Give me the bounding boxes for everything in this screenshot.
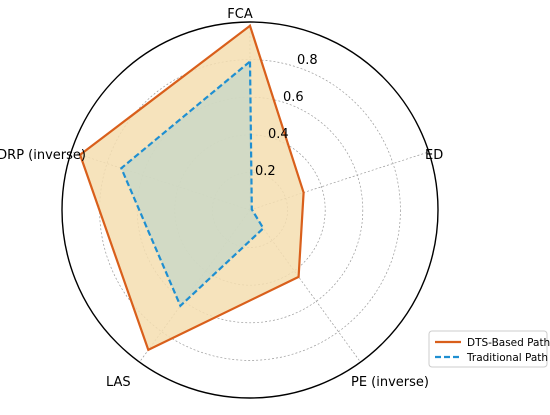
radial-tick-label-0.8: 0.8 (297, 53, 318, 68)
labels: FCA ED PE (inverse) LAS DRP (inverse) 0.… (0, 7, 443, 390)
radial-tick-label-0.4: 0.4 (268, 127, 289, 142)
axis-label-drp-inverse: DRP (inverse) (0, 148, 86, 163)
legend: DTS-Based Path Traditional Path (428, 330, 550, 368)
axis-label-ed: ED (425, 148, 443, 163)
axis-label-fca: FCA (227, 7, 253, 22)
series-layer (78, 23, 305, 352)
series-line-traditional-path (119, 59, 265, 308)
series-line-dts-based-path (78, 23, 305, 352)
axis-label-las: LAS (106, 375, 131, 390)
grid-spoke (249, 209, 361, 363)
legend-label-traditional-path: Traditional Path (466, 352, 548, 364)
grid-ring (136, 96, 364, 324)
radial-tick-label-0.6: 0.6 (283, 90, 304, 105)
series-area-traditional-path (121, 61, 264, 306)
radial-tick-label-0.2: 0.2 (255, 164, 276, 179)
outer-frame (61, 21, 439, 399)
axis-label-pe-inverse: PE (inverse) (351, 375, 429, 390)
legend-label-dts-based-path: DTS-Based Path (467, 337, 550, 349)
grid-spoke (249, 151, 429, 211)
